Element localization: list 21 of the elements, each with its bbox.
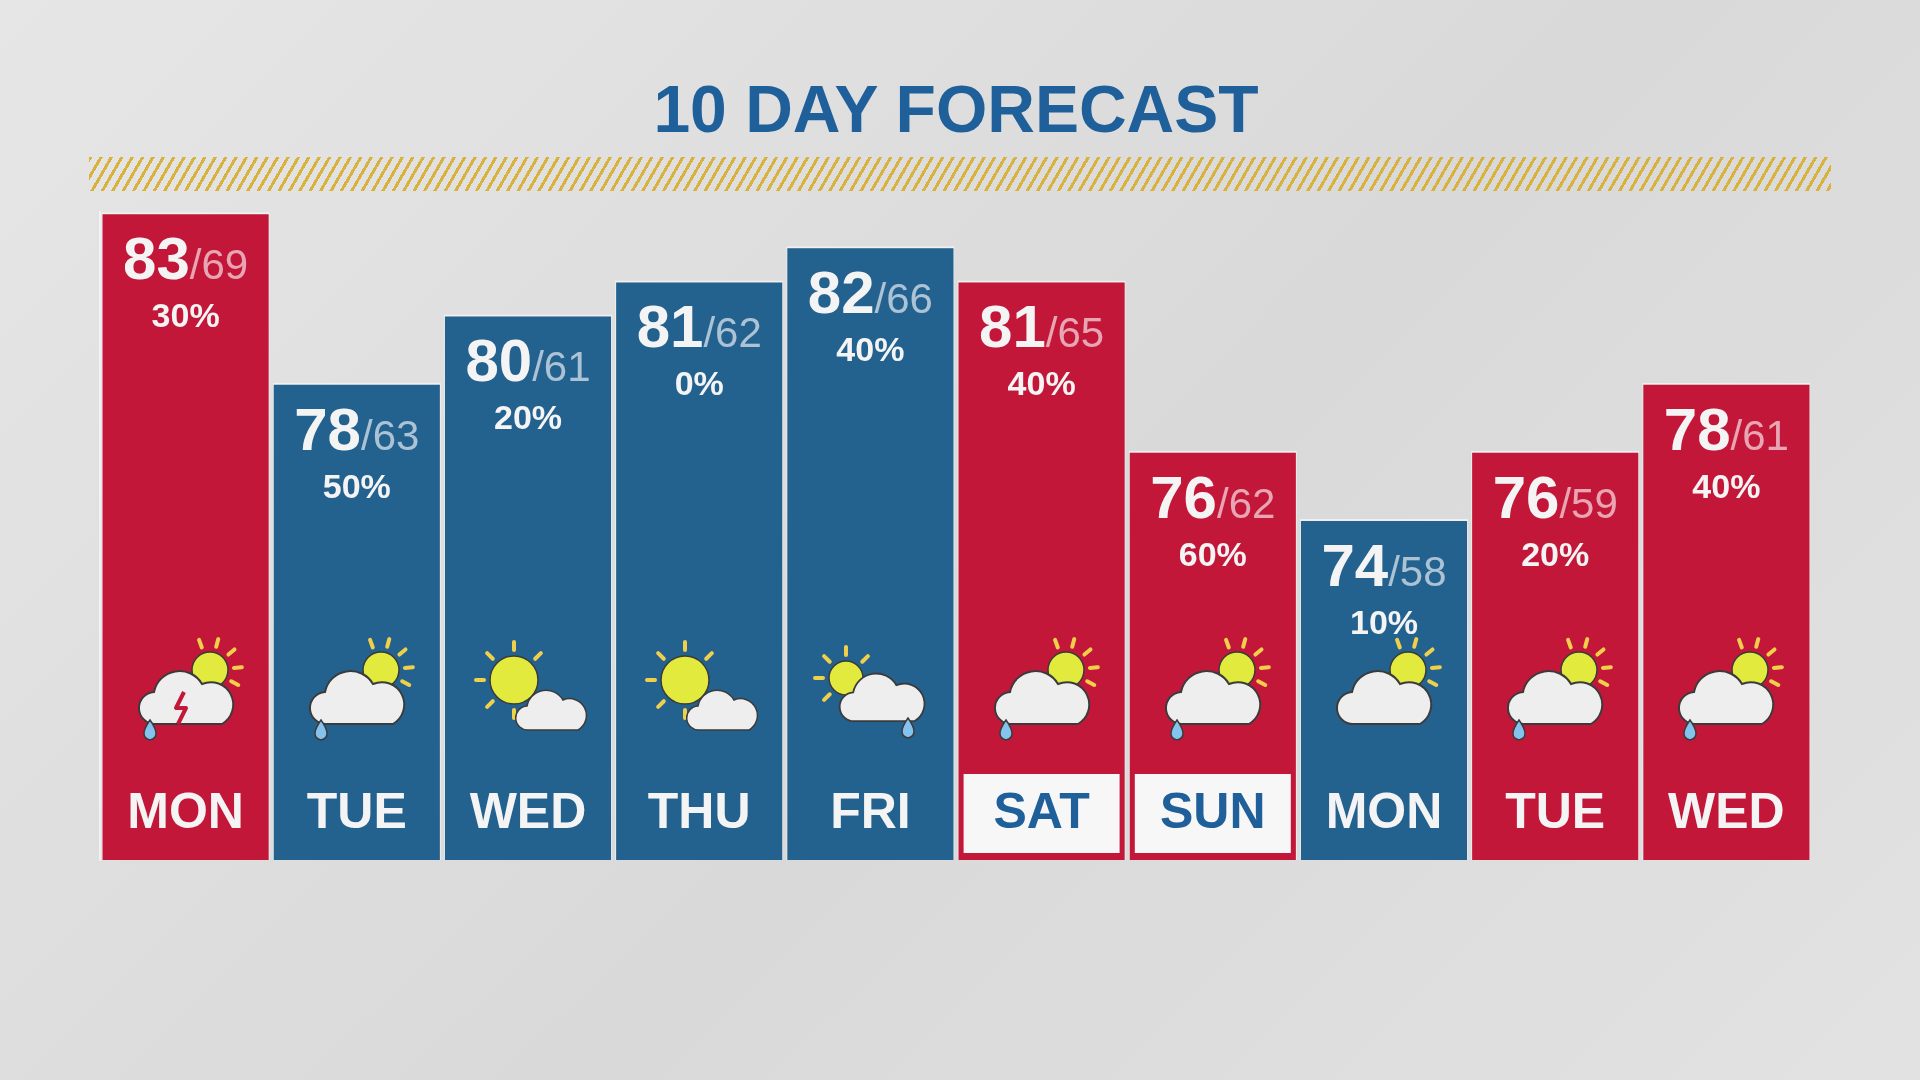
- x-tick-label: SAT: [993, 782, 1090, 839]
- x-tick-label: THU: [647, 782, 751, 839]
- data-label: 80/61 20%: [465, 327, 591, 437]
- data-label: 74/58 10%: [1321, 532, 1447, 642]
- data-label: 81/62 0%: [636, 293, 762, 403]
- data-label: 81/65 40%: [979, 293, 1105, 403]
- data-label: 78/63 50%: [294, 395, 420, 505]
- data-label: 78/61 40%: [1663, 395, 1789, 505]
- x-tick-label: MON: [127, 782, 244, 839]
- x-tick-label: FRI: [830, 782, 911, 839]
- x-tick-label: SUN: [1160, 782, 1266, 839]
- chart-title: 10 DAY FORECAST: [653, 71, 1259, 146]
- x-tick-label: WED: [1668, 782, 1785, 839]
- x-tick-label: MON: [1325, 782, 1443, 839]
- data-label: 83/69 30%: [123, 225, 249, 335]
- data-label: 76/62 60%: [1150, 463, 1276, 573]
- x-tick-label: WED: [469, 782, 587, 839]
- data-label: 76/59 20%: [1492, 463, 1618, 573]
- x-tick-label: TUE: [1505, 782, 1606, 839]
- x-tick-label: TUE: [306, 782, 407, 839]
- data-label: 82/66 40%: [807, 259, 933, 369]
